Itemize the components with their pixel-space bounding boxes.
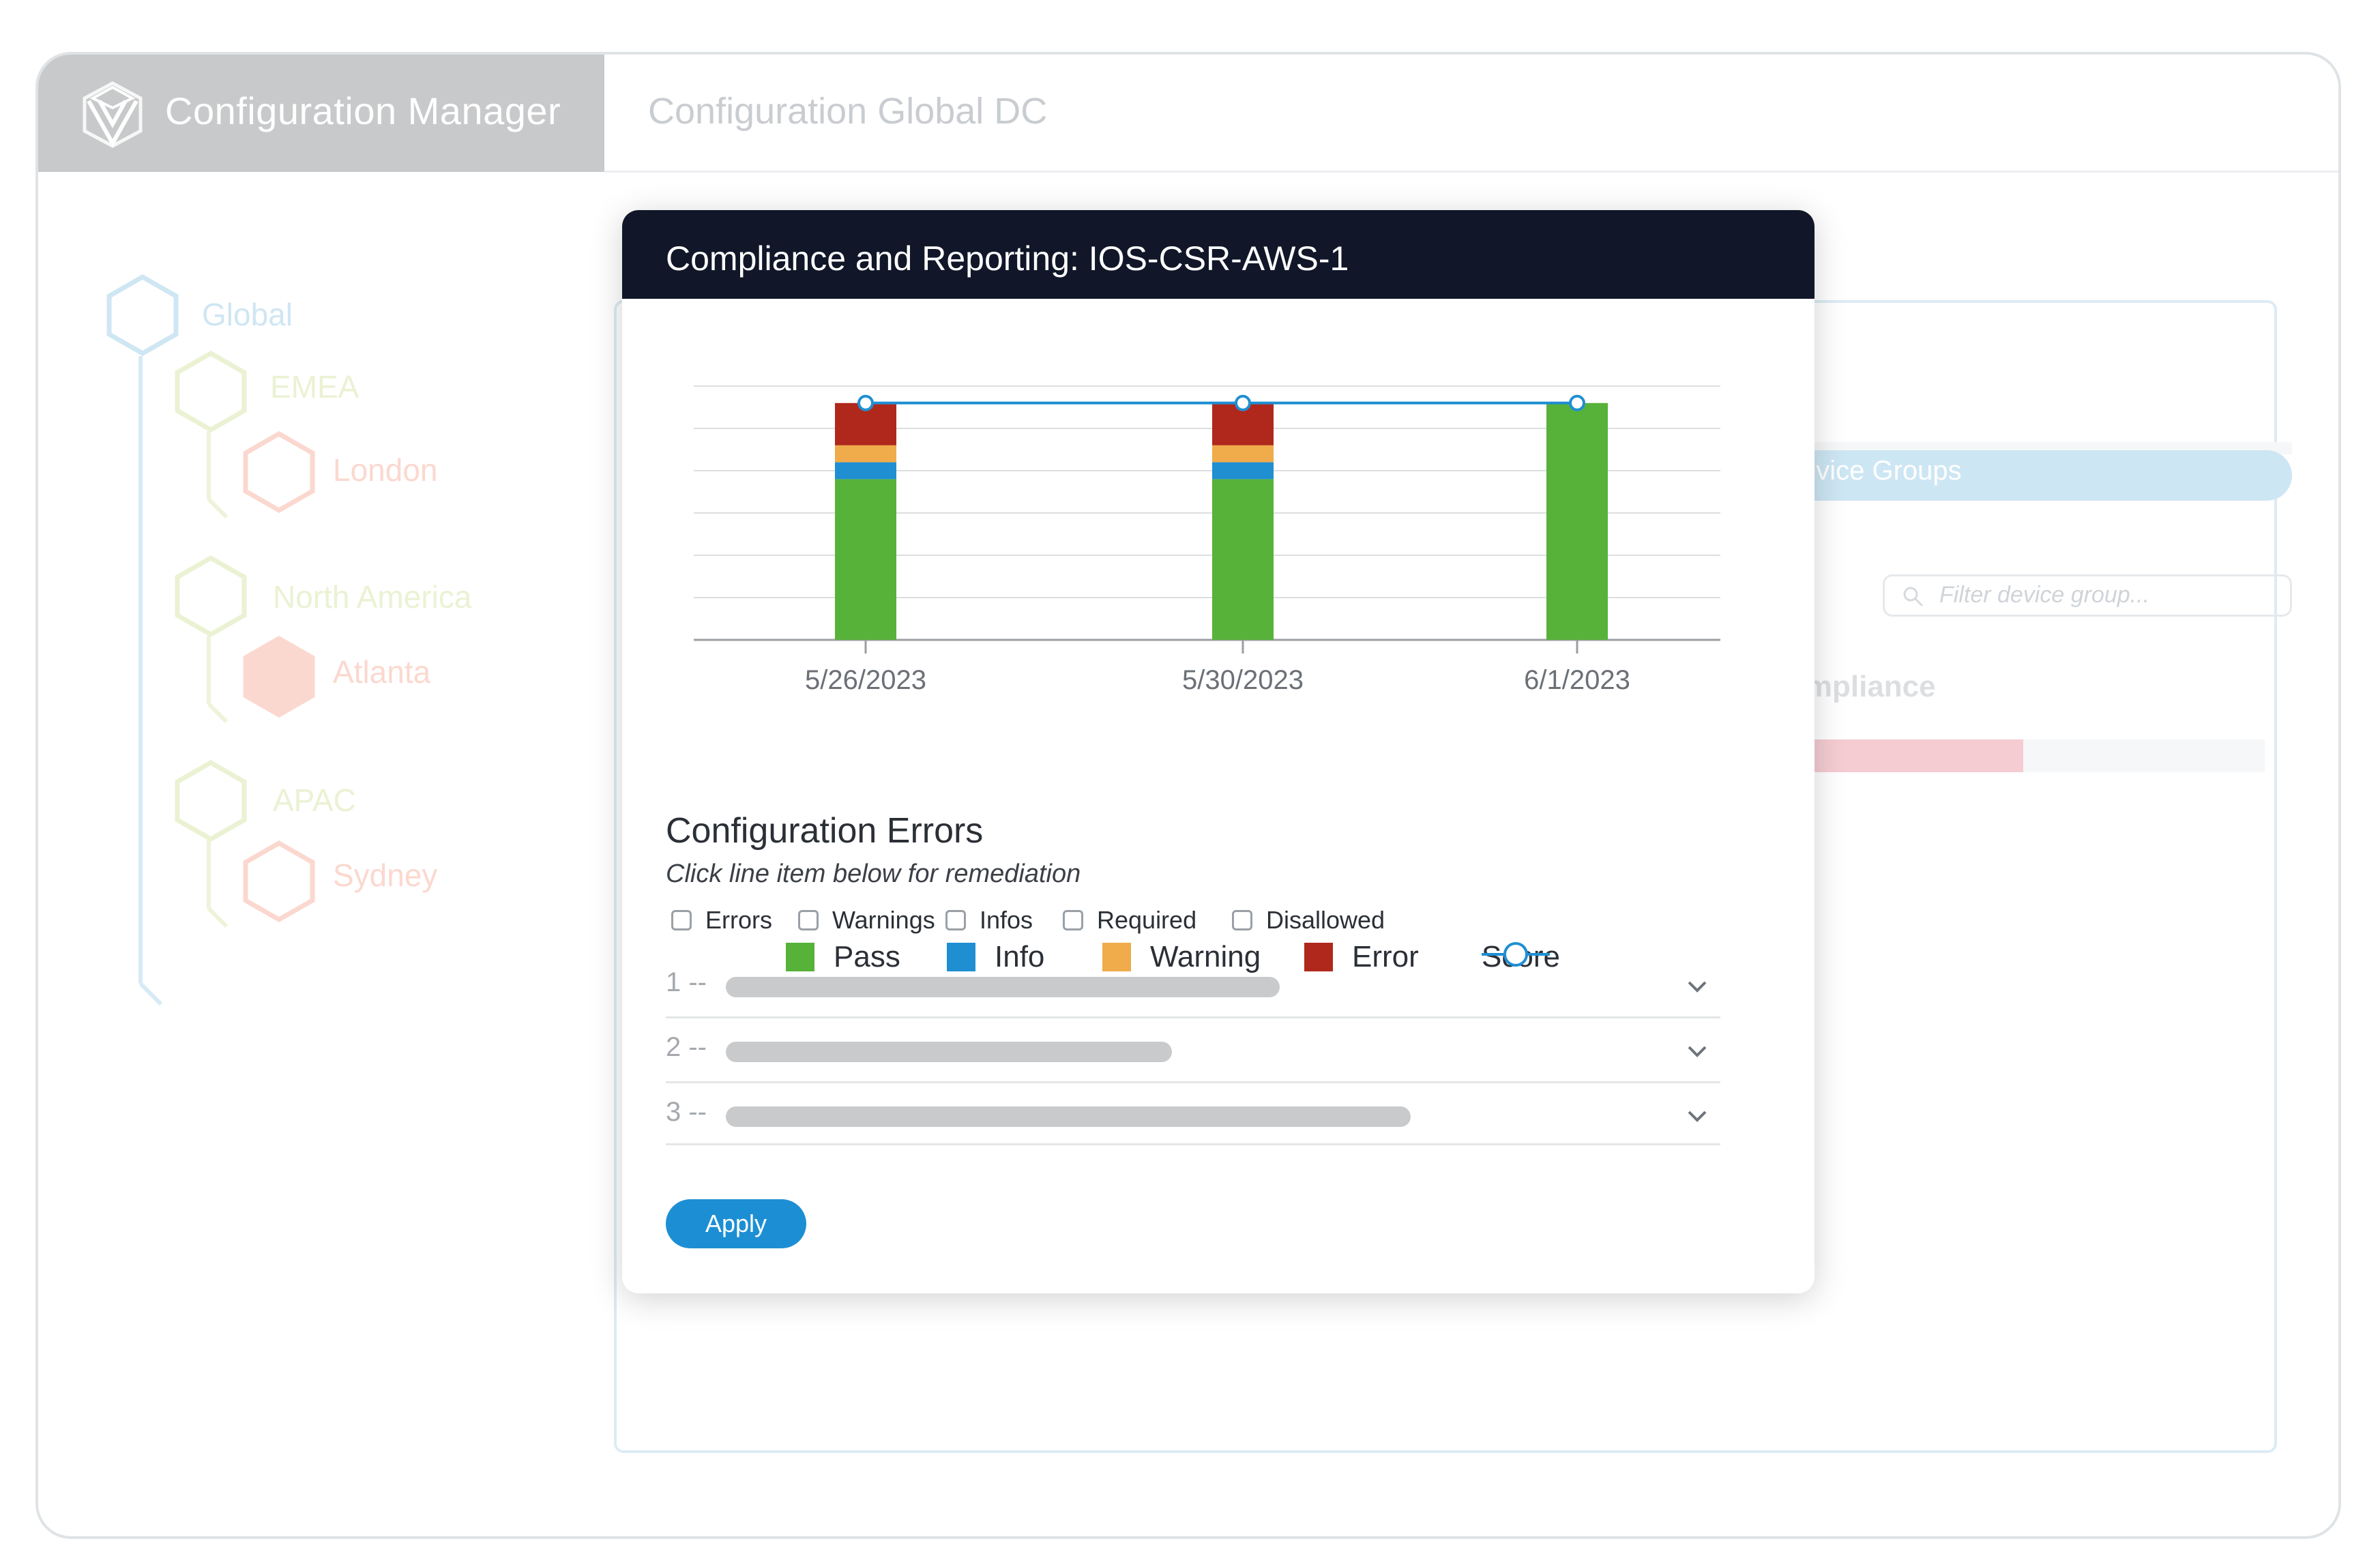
compliance-chart: 5/26/2023 5/30/2023 6/1/2023 Pass Info Warni…	[622, 299, 1815, 988]
legend-item-info: Info	[947, 940, 1044, 974]
error-row[interactable]: 1 --	[666, 954, 1720, 1018]
tree-item-apac[interactable]: APAC	[273, 782, 356, 818]
tree-item-north-america[interactable]: North America	[273, 579, 472, 615]
legend-label: Pass	[834, 940, 900, 973]
chevron-down-icon[interactable]	[1685, 1104, 1709, 1128]
hexagon-icon-atlanta	[243, 636, 315, 718]
configuration-errors-title: Configuration Errors	[666, 811, 984, 851]
hexagon-icon-emea	[175, 351, 247, 432]
tree-item-sydney[interactable]: Sydney	[333, 857, 438, 893]
filter-infos-label: Infos	[980, 906, 1033, 934]
chart-bar-warning	[1212, 445, 1274, 463]
filter-disallowed-label: Disallowed	[1266, 906, 1385, 934]
tree-item-atlanta[interactable]: Atlanta	[333, 654, 431, 690]
device-groups-tab[interactable]	[1787, 450, 2292, 501]
filter-errors[interactable]: Errors	[671, 906, 772, 935]
hexagon-icon-apac	[175, 760, 247, 842]
site-tree: Global EMEA London North America Atlanta…	[38, 172, 604, 1263]
chevron-down-icon[interactable]	[1685, 974, 1709, 999]
modal-header: Compliance and Reporting: IOS-CSR-AWS-1	[622, 210, 1815, 299]
filter-device-group-input[interactable]: Filter device group...	[1883, 574, 2292, 617]
chart-svg: 5/26/2023 5/30/2023 6/1/2023	[694, 385, 1720, 695]
search-icon	[1903, 587, 1924, 607]
brand-bar: Configuration Manager	[38, 55, 604, 172]
legend-label: Warning	[1150, 940, 1261, 973]
filter-required[interactable]: Required	[1063, 906, 1196, 935]
filter-infos[interactable]: Infos	[945, 906, 1033, 935]
legend-swatch	[1482, 942, 1550, 967]
legend-swatch	[786, 943, 814, 971]
chart-bar-info	[1212, 462, 1274, 480]
filter-disallowed[interactable]: Disallowed	[1232, 906, 1385, 935]
error-row-index: 1 --	[666, 967, 707, 997]
legend-swatch	[1102, 943, 1131, 971]
filter-required-label: Required	[1097, 906, 1197, 934]
logo-icon	[83, 81, 143, 148]
chart-bar-pass	[835, 479, 896, 640]
error-row-placeholder	[726, 1042, 1172, 1062]
error-row[interactable]: 2 --	[666, 1018, 1720, 1083]
tree-connectors	[138, 356, 229, 1006]
chart-bar-info	[835, 462, 896, 480]
error-row-placeholder	[726, 1106, 1411, 1127]
device-groups-tab-label: evice Groups	[1801, 456, 1962, 486]
legend-item-warning: Warning	[1102, 940, 1261, 974]
tree-item-emea[interactable]: EMEA	[270, 369, 359, 405]
chart-x-tick-label: 6/1/2023	[1524, 665, 1630, 695]
error-row[interactable]: 3 --	[666, 1083, 1720, 1145]
hexagon-icon-north-america	[175, 555, 247, 637]
chart-score-point	[857, 394, 874, 411]
chart-legend: Pass Info Warning Error Score	[622, 940, 1815, 988]
legend-label: Error	[1352, 940, 1419, 973]
legend-item-score: Score	[1482, 940, 1560, 974]
configuration-error-list: 1 -- 2 -- 3 --	[666, 954, 1720, 1145]
legend-swatch	[947, 943, 975, 971]
warnings-checkbox[interactable]	[798, 910, 819, 930]
modal-title: Compliance and Reporting: IOS-CSR-AWS-1	[666, 239, 1349, 278]
chart-bar-pass	[1546, 402, 1608, 640]
compliance-modal: Compliance and Reporting: IOS-CSR-AWS-1 …	[622, 210, 1815, 1293]
infos-checkbox[interactable]	[945, 910, 966, 930]
chart-bar-pass	[1212, 479, 1274, 640]
hexagon-icon-sydney	[243, 840, 315, 922]
chevron-down-icon[interactable]	[1685, 1039, 1709, 1063]
header-strip: Configuration Global DC	[604, 55, 2338, 173]
error-row-index: 3 --	[666, 1097, 707, 1127]
page-title: Configuration Global DC	[648, 91, 1048, 132]
error-row-placeholder	[726, 977, 1280, 997]
filter-device-group-placeholder: Filter device group...	[1939, 582, 2150, 608]
chart-x-tick-label: 5/30/2023	[1182, 665, 1304, 695]
tree-item-global[interactable]: Global	[202, 297, 293, 332]
legend-item-pass: Pass	[786, 940, 900, 974]
filter-warnings-label: Warnings	[832, 906, 935, 934]
chart-bar-warning	[835, 445, 896, 463]
chart-x-tick-label: 5/26/2023	[805, 665, 926, 695]
app-title: Configuration Manager	[165, 89, 561, 132]
configuration-errors-hint: Click line item below for remediation	[666, 860, 1081, 888]
error-row-index: 2 --	[666, 1032, 707, 1062]
disallowed-checkbox[interactable]	[1232, 910, 1252, 930]
legend-swatch	[1304, 943, 1333, 971]
filter-errors-label: Errors	[705, 906, 772, 934]
filter-warnings[interactable]: Warnings	[798, 906, 935, 935]
hexagon-icon-london	[243, 431, 315, 513]
hexagon-icon-global	[106, 274, 179, 356]
compliance-bar-fill	[1801, 739, 2024, 772]
legend-item-error: Error	[1304, 940, 1419, 974]
compliance-bar	[1801, 739, 2265, 772]
errors-checkbox[interactable]	[671, 910, 692, 930]
chart-score-point	[1235, 394, 1251, 411]
chart-score-point	[1569, 394, 1585, 411]
required-checkbox[interactable]	[1063, 910, 1083, 930]
legend-label: Info	[995, 940, 1045, 973]
tree-item-london[interactable]: London	[333, 452, 438, 488]
apply-button[interactable]: Apply	[666, 1199, 806, 1248]
